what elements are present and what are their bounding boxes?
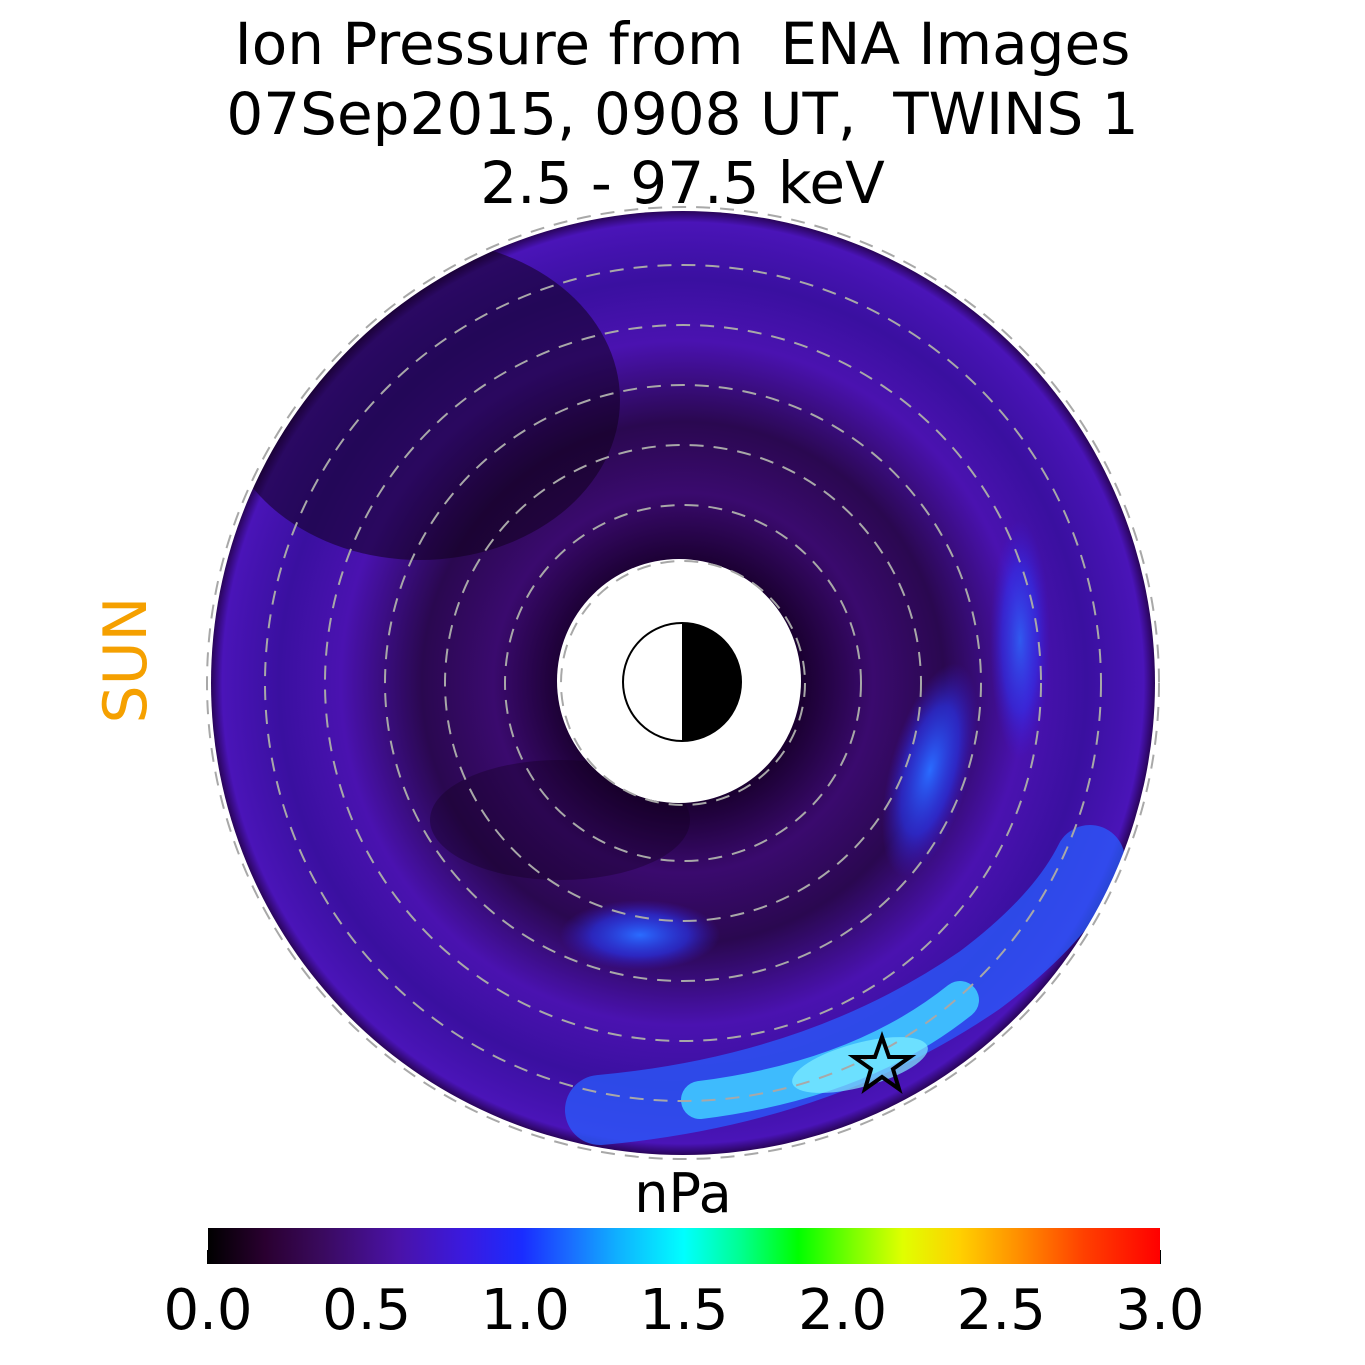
colorbar-tick-label: 1.5 <box>639 1278 729 1343</box>
earth-icon <box>622 622 742 742</box>
colorbar-tick-label: 2.0 <box>798 1278 888 1343</box>
colorbar-tick-label: 0.0 <box>163 1278 253 1343</box>
colorbar-tick-label: 1.0 <box>480 1278 570 1343</box>
dusk-band <box>560 900 720 970</box>
grid-circles <box>206 206 1160 1160</box>
star-marker-icon <box>847 1030 917 1094</box>
title-line-1: Ion Pressure from ENA Images <box>234 10 1131 78</box>
colorbar-tick-label: 3.0 <box>1115 1278 1205 1343</box>
title-line-2: 07Sep2015, 0908 UT, TWINS 1 <box>226 79 1139 148</box>
colorbar-tick-label: 2.5 <box>956 1278 1046 1343</box>
sun-direction-label: SUN <box>91 596 161 724</box>
chart-title: Ion Pressure from ENA Images 07Sep2015, … <box>0 10 1365 219</box>
colorbar <box>208 1228 1160 1264</box>
colorbar-tick-label: 0.5 <box>322 1278 412 1343</box>
colorbar-unit-label: nPa <box>634 1162 732 1225</box>
title-line-3: 2.5 - 97.5 keV <box>480 149 885 218</box>
